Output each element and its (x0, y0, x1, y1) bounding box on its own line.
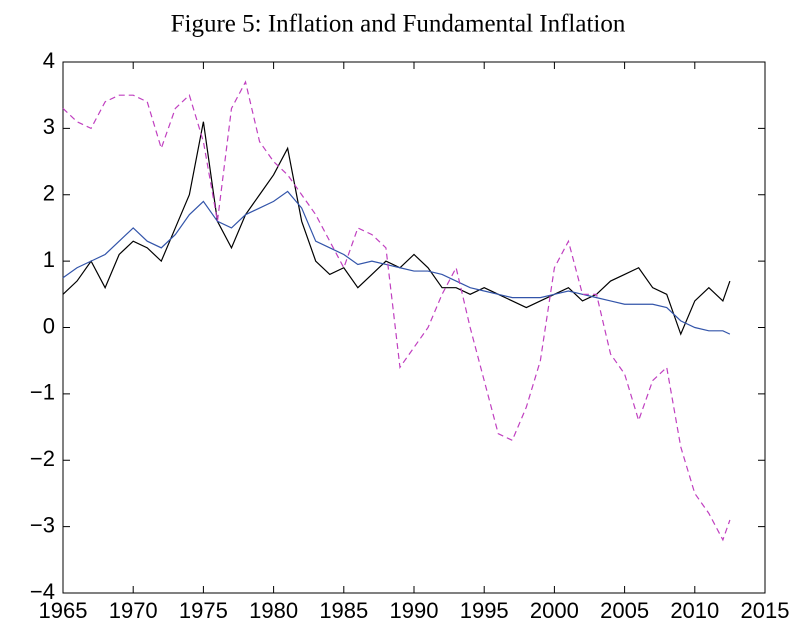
y-tick-label: 1 (43, 247, 55, 272)
series-line (62, 121, 731, 336)
x-tick-label: 1970 (109, 598, 158, 623)
chart-title: Figure 5: Inflation and Fundamental Infl… (171, 11, 626, 38)
series-line (62, 190, 731, 335)
x-tick-label: 1975 (179, 598, 228, 623)
x-tick-label: 2015 (741, 598, 790, 623)
y-tick-label: 2 (43, 181, 55, 206)
y-tick-label: −4 (30, 579, 55, 604)
x-tick-label: 1990 (390, 598, 439, 623)
y-tick-label: 3 (43, 114, 55, 139)
x-tick-label: 1980 (249, 598, 298, 623)
x-tick-label: 1965 (39, 598, 88, 623)
x-tick-label: 1995 (460, 598, 509, 623)
x-tick-label: 2010 (670, 598, 719, 623)
series-line (62, 80, 731, 542)
y-tick-label: −2 (30, 446, 55, 471)
y-tick-label: −3 (30, 512, 55, 537)
x-tick-label: 2000 (530, 598, 579, 623)
y-tick-label: −1 (30, 380, 55, 405)
plot-frame (62, 61, 766, 594)
x-tick-label: 1985 (319, 598, 368, 623)
y-tick-label: 4 (43, 48, 55, 73)
x-tick-label: 2005 (600, 598, 649, 623)
y-tick-label: 0 (43, 313, 55, 338)
